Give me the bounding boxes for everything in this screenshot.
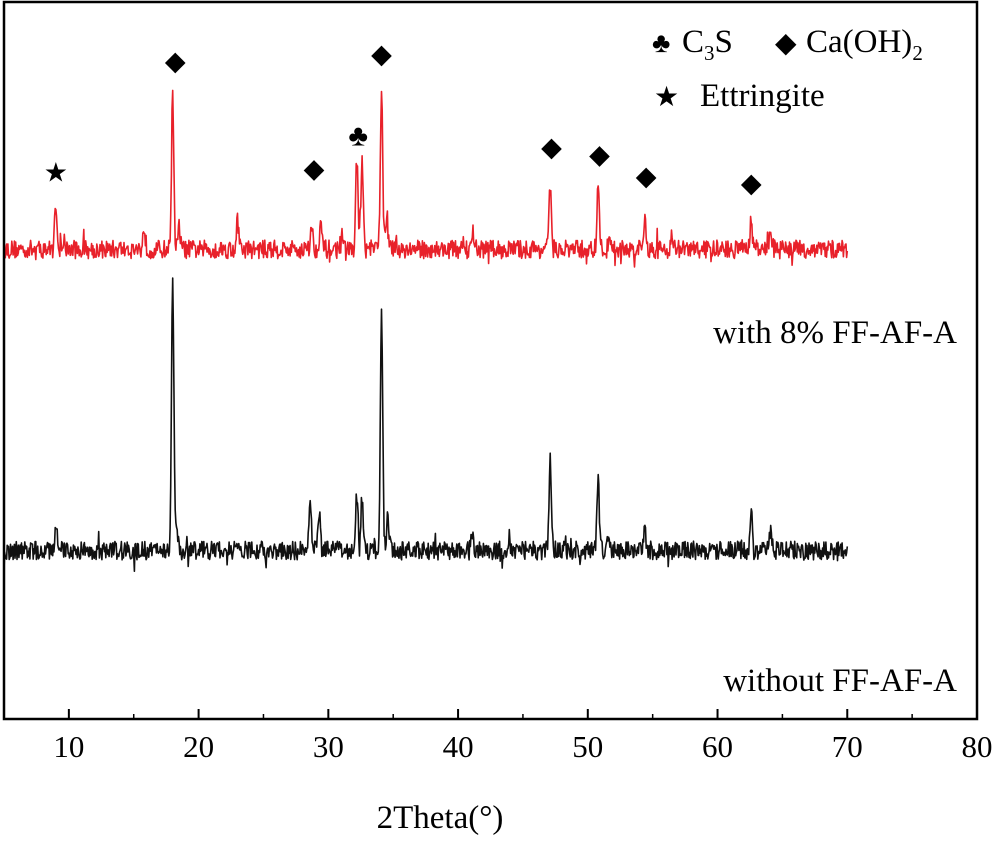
diamond-marker-icon: ◆ <box>304 154 325 184</box>
star-marker-icon: ★ <box>44 157 68 187</box>
x-tick-label: 80 <box>962 729 993 764</box>
club-marker-icon: ♣ <box>348 119 368 152</box>
legend-item-ettringite: ★ Ettringite <box>654 78 825 114</box>
marker-layer: ★ ◆ ◆ ♣ ◆ ◆ ◆ ◆ ◆ <box>44 39 762 198</box>
series-line-with-ffafa <box>3 89 849 268</box>
club-icon: ♣ <box>652 28 670 59</box>
legend-label-ettringite: Ettringite <box>700 78 825 114</box>
x-tick-label: 70 <box>832 729 863 764</box>
diamond-marker-icon: ◆ <box>165 46 186 76</box>
x-tick-label: 10 <box>53 729 84 764</box>
x-tick-label: 20 <box>183 729 214 764</box>
legend-label-c3s: C3S <box>682 24 733 65</box>
x-tick-label: 40 <box>443 729 474 764</box>
diamond-marker-icon: ◆ <box>589 139 610 169</box>
legend-item-caoh2: ◆ Ca(OH)2 <box>775 24 923 65</box>
diamond-marker-icon: ◆ <box>636 161 657 191</box>
x-tick-label: 50 <box>572 729 603 764</box>
series-label-with-ffafa: with 8% FF-AF-A <box>713 315 957 351</box>
series-line-without-ffafa <box>3 277 849 573</box>
series-layer <box>3 89 849 573</box>
x-tick-label: 30 <box>313 729 344 764</box>
legend-label-caoh2: Ca(OH)2 <box>806 24 923 65</box>
x-axis-label: 2Theta(°) <box>377 800 504 836</box>
star-icon: ★ <box>654 82 679 113</box>
series-label-without-ffafa: without FF-AF-A <box>723 663 957 699</box>
plot-frame <box>2 0 979 721</box>
diamond-marker-icon: ◆ <box>541 132 562 162</box>
legend-item-c3s: ♣ C3S <box>652 24 733 65</box>
diamond-icon: ◆ <box>775 28 797 59</box>
x-axis: 10 20 30 40 50 60 70 80 <box>3 709 993 764</box>
diamond-marker-icon: ◆ <box>371 39 392 69</box>
x-tick-label: 60 <box>702 729 733 764</box>
diamond-marker-icon: ◆ <box>741 168 762 198</box>
legend: ♣ C3S ◆ Ca(OH)2 ★ Ettringite <box>652 24 923 114</box>
